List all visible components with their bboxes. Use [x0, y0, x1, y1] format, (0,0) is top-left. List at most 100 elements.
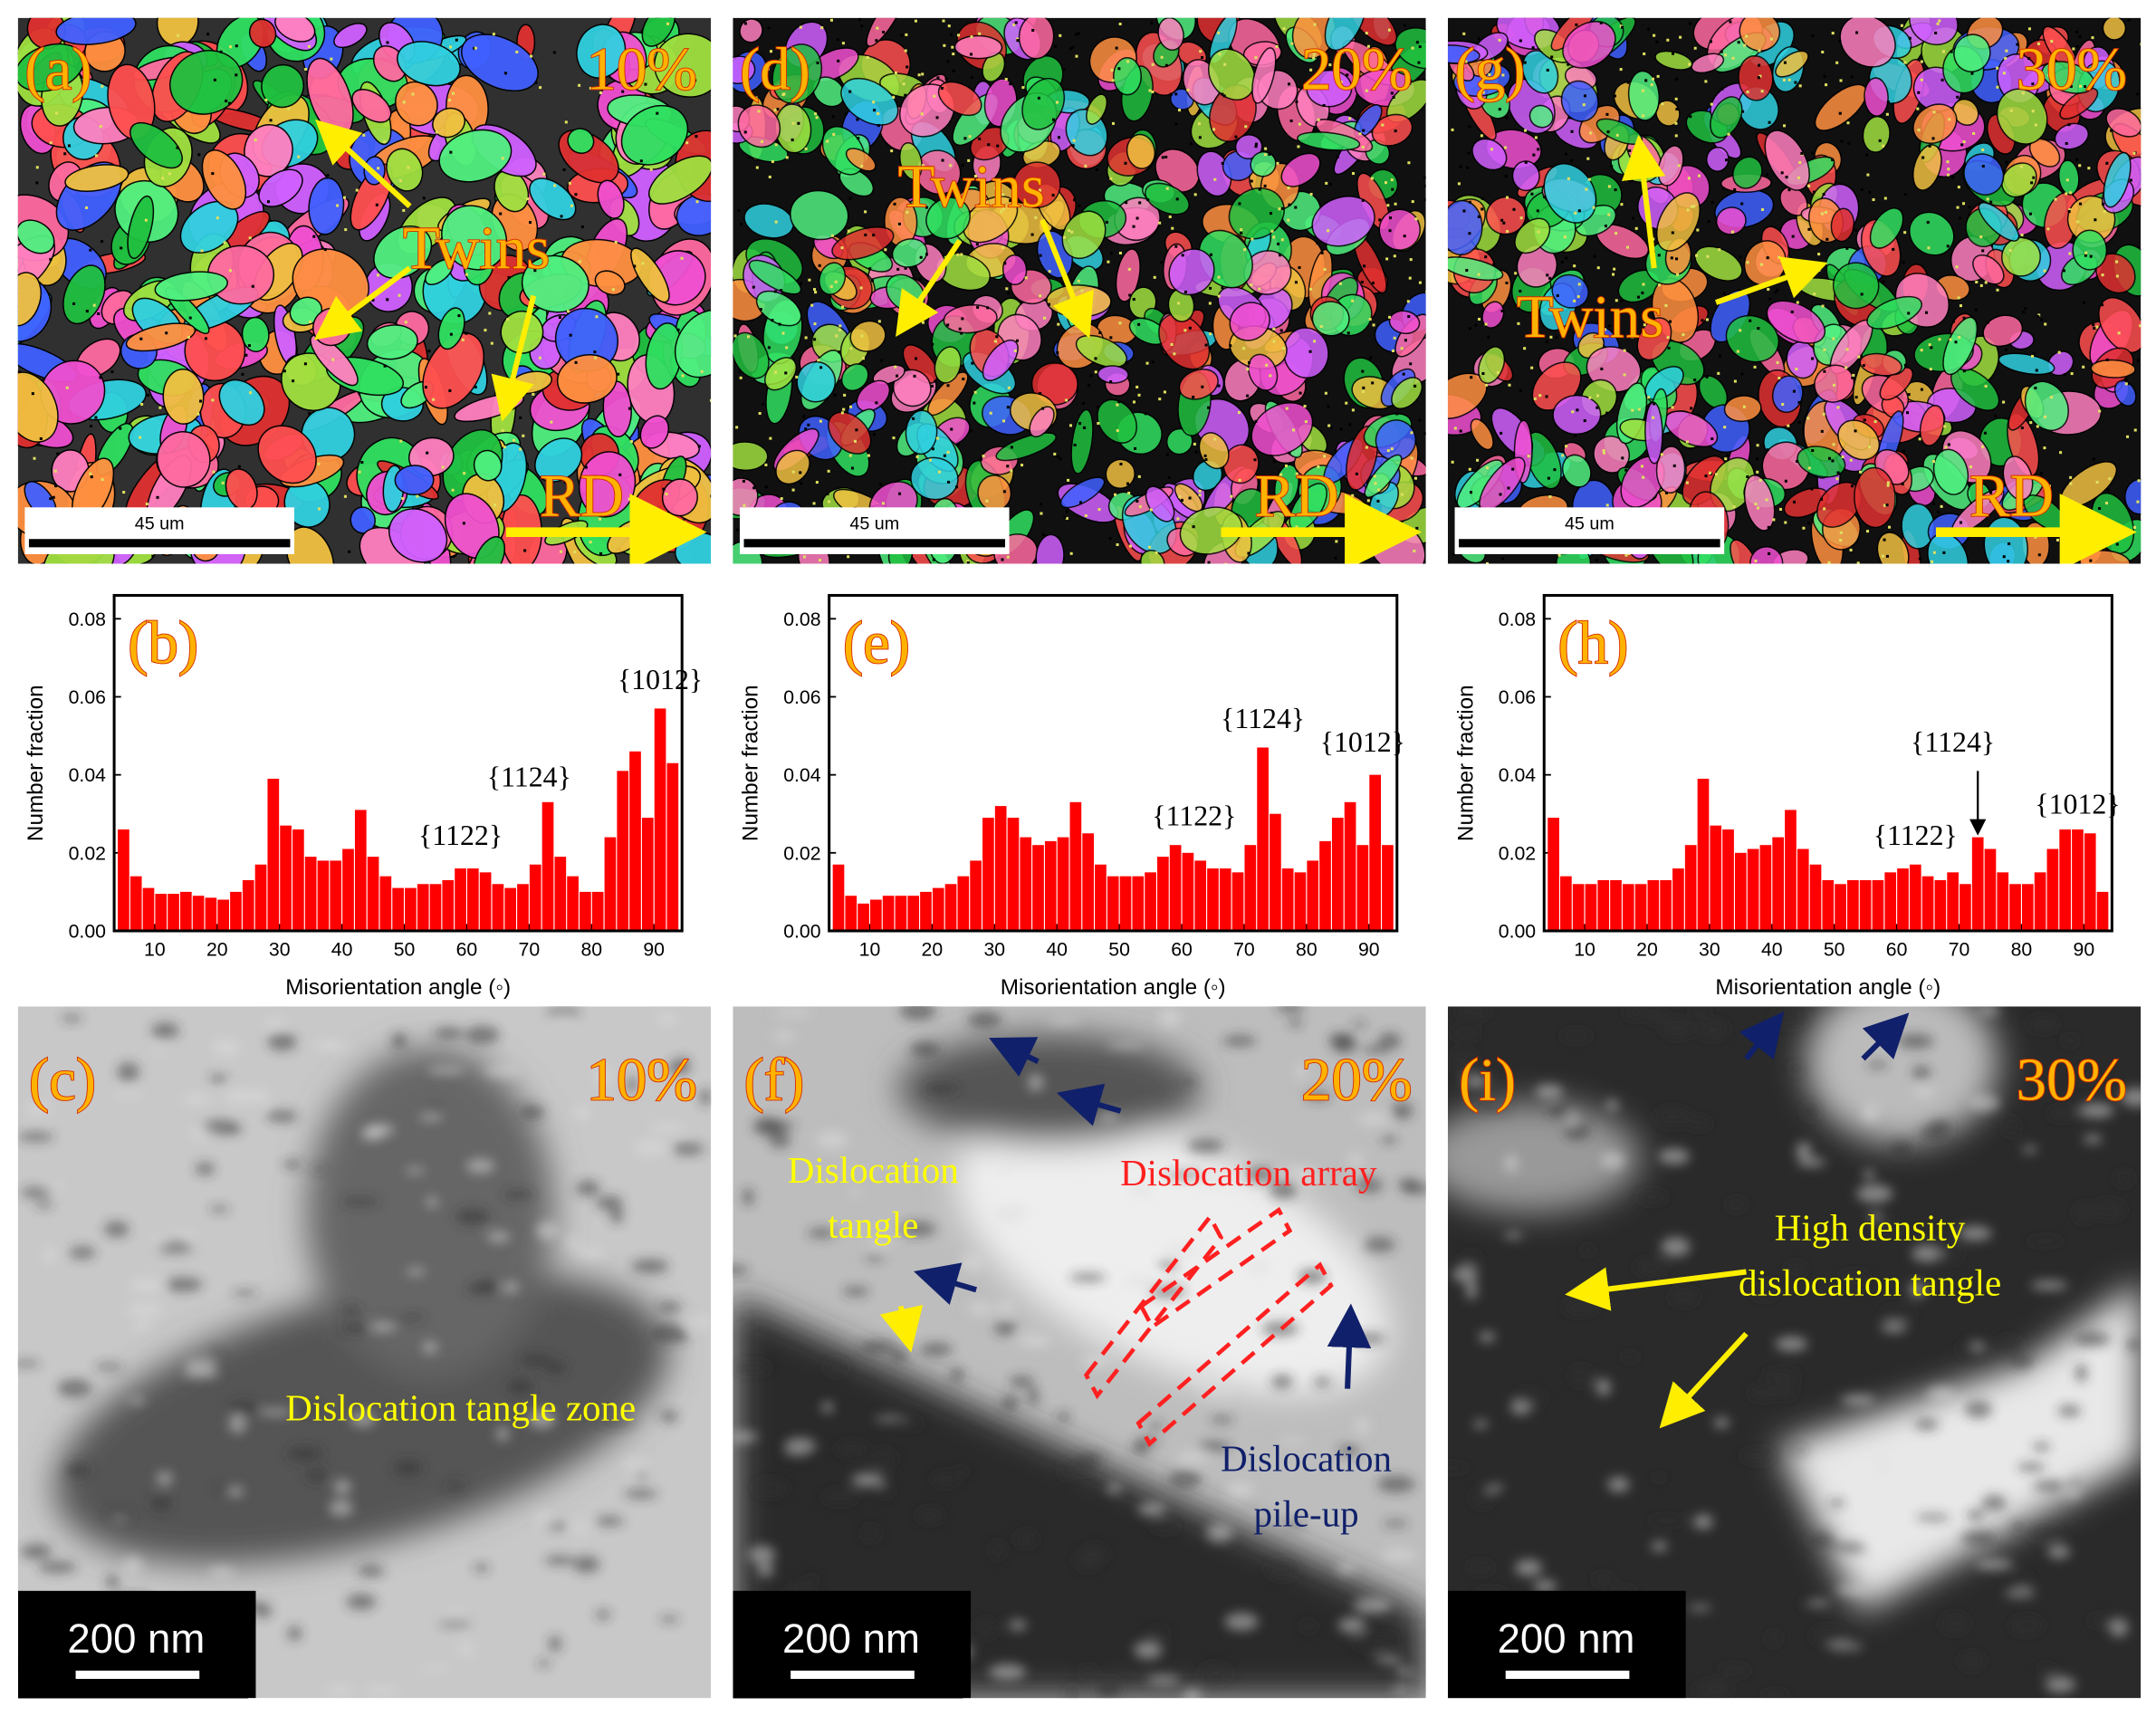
speck	[1178, 494, 1182, 498]
grain	[872, 364, 906, 386]
speck	[2028, 1527, 2064, 1540]
speck	[872, 234, 876, 237]
speck	[1365, 89, 1368, 92]
grain	[1830, 207, 1855, 243]
speck	[1488, 72, 1491, 76]
scale-box	[733, 1590, 972, 1699]
speck	[2136, 500, 2140, 503]
speck	[2017, 1462, 2046, 1472]
speck	[560, 215, 563, 218]
speck	[851, 1472, 885, 1488]
grain	[910, 456, 959, 501]
grain	[1248, 353, 1279, 391]
speck	[1686, 1117, 1712, 1128]
array-box	[1138, 1206, 1293, 1330]
bar	[155, 894, 168, 931]
grain	[1832, 262, 1880, 310]
speck	[1198, 494, 1202, 497]
speck	[1001, 193, 1005, 197]
speck	[1742, 405, 1746, 408]
speck	[1176, 1451, 1210, 1464]
speck	[492, 33, 495, 36]
speck	[1996, 288, 1999, 292]
speck	[1533, 397, 1537, 400]
speck	[1657, 283, 1662, 287]
speck	[874, 1415, 906, 1422]
speck	[117, 1062, 139, 1081]
speck	[1585, 187, 1588, 191]
speck	[1167, 475, 1171, 479]
speck	[1696, 1021, 1729, 1040]
speck	[196, 412, 200, 416]
speck	[1881, 1322, 1907, 1333]
grain	[1982, 314, 2024, 348]
speck	[1688, 62, 1691, 66]
speck	[898, 1221, 936, 1237]
grain	[127, 195, 155, 260]
grain	[441, 205, 508, 271]
twins-label: Twins	[898, 153, 1045, 220]
speck	[764, 463, 768, 466]
speck	[1485, 383, 1489, 387]
speck	[1913, 1087, 1935, 1098]
speck	[2057, 1404, 2082, 1417]
speck	[1117, 400, 1121, 404]
strain: 10%	[586, 36, 696, 103]
speck	[1706, 254, 1710, 258]
speck	[1940, 504, 1943, 508]
speck	[199, 399, 203, 403]
speck	[621, 90, 625, 93]
speck	[1451, 460, 1454, 464]
speck	[1885, 554, 1889, 558]
speck	[2030, 1280, 2068, 1290]
strain: 20%	[1301, 36, 1412, 103]
speck	[1873, 420, 1877, 424]
speck	[2072, 47, 2075, 51]
speck	[1642, 332, 1645, 336]
tem-texture	[1447, 1006, 2142, 1612]
speck	[1069, 551, 1073, 555]
y-tick-label: 0.04	[1499, 764, 1537, 786]
speck	[699, 1088, 712, 1107]
grain	[1972, 254, 2005, 285]
speck	[1754, 503, 1758, 506]
speck	[343, 494, 347, 498]
speck	[925, 206, 928, 209]
speck	[306, 1468, 328, 1483]
speck	[1021, 464, 1024, 467]
speck	[1132, 1441, 1151, 1455]
grain	[866, 17, 905, 47]
speck	[2036, 42, 2040, 45]
speck	[209, 1074, 228, 1083]
speck	[1932, 502, 1936, 505]
speck	[1376, 499, 1380, 503]
speck	[391, 1032, 407, 1050]
speck	[1279, 329, 1283, 332]
speck	[1530, 366, 1534, 369]
speck	[1724, 457, 1728, 461]
speck	[742, 479, 745, 483]
tem-annotation: tangle	[828, 1204, 918, 1246]
speck	[2092, 457, 2095, 461]
speck	[1254, 142, 1258, 146]
speck	[1821, 50, 1825, 54]
speck	[262, 1017, 288, 1027]
speck	[1392, 1686, 1410, 1693]
speck	[1088, 383, 1091, 388]
bar	[1219, 868, 1231, 931]
speck	[847, 555, 850, 559]
speck	[1968, 206, 1971, 209]
speck	[834, 1442, 870, 1456]
speck	[1914, 1418, 1940, 1431]
speck	[158, 406, 162, 409]
speck	[738, 370, 742, 374]
speck	[507, 1377, 533, 1396]
speck	[1822, 192, 1825, 197]
speck	[323, 248, 327, 252]
speck	[267, 1032, 297, 1051]
panel-label: (h)	[1557, 609, 1628, 676]
speck	[2069, 482, 2073, 485]
speck	[449, 45, 453, 49]
speck	[1787, 188, 1791, 192]
speck	[1767, 287, 1770, 292]
